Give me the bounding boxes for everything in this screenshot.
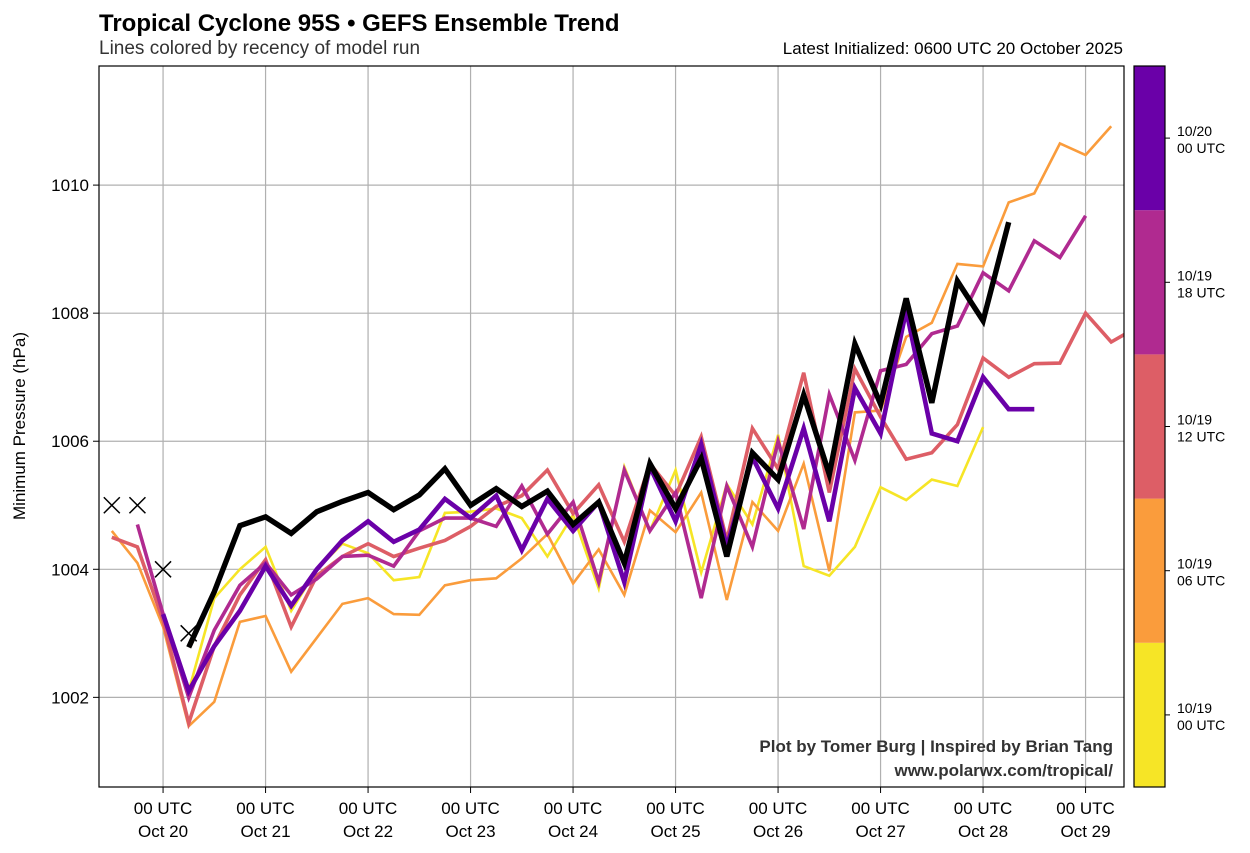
- y-axis-label: Minimum Pressure (hPa): [10, 332, 29, 520]
- x-tick-label-date: Oct 21: [241, 822, 291, 841]
- x-tick-label: 00 UTC: [851, 799, 910, 818]
- series-line-10-19-06-utc: [110, 125, 1113, 729]
- colorbar-label-time: 18 UTC: [1177, 284, 1225, 300]
- series-line-10-20-06-utc: [186, 221, 1012, 649]
- y-tick-label: 1004: [51, 560, 89, 579]
- x-tick-label-date: Oct 27: [856, 822, 906, 841]
- x-tick-label-date: Oct 22: [343, 822, 393, 841]
- colorbar-frame: [1133, 65, 1166, 788]
- colorbar-label-date: 10/19: [1177, 412, 1212, 428]
- colorbar-label-date: 10/19: [1177, 556, 1212, 572]
- x-tick-label: 00 UTC: [954, 799, 1013, 818]
- grid: [99, 66, 1124, 787]
- init-label: Latest Initialized: 0600 UTC 20 October …: [783, 39, 1123, 58]
- x-tick-label-date: Oct 29: [1061, 822, 1111, 841]
- x-tick-label: 00 UTC: [134, 799, 193, 818]
- observed-x-marker: [154, 560, 172, 578]
- credit-line-1: Plot by Tomer Burg | Inspired by Brian T…: [759, 737, 1113, 756]
- plot-frame: [98, 65, 1125, 788]
- colorbar-label-time: 12 UTC: [1177, 429, 1225, 445]
- x-tick-label: 00 UTC: [441, 799, 500, 818]
- y-tick-label: 1010: [51, 176, 89, 195]
- chart-subtitle: Lines colored by recency of model run: [99, 38, 420, 59]
- colorbar-segment: [1134, 66, 1165, 211]
- chart-title: Tropical Cyclone 95S • GEFS Ensemble Tre…: [99, 10, 620, 37]
- x-tick-label-date: Oct 25: [651, 822, 701, 841]
- x-tick-label-date: Oct 23: [446, 822, 496, 841]
- x-tick-label-date: Oct 24: [548, 822, 598, 841]
- series-line-10-19-18-utc: [135, 214, 1088, 703]
- colorbar-segment: [1134, 498, 1165, 643]
- colorbar-label-date: 10/19: [1177, 700, 1212, 716]
- colorbar-label-date: 10/19: [1177, 267, 1212, 283]
- x-tick-label: 00 UTC: [339, 799, 398, 818]
- x-tick-label-date: Oct 26: [753, 822, 803, 841]
- colorbar-label-time: 06 UTC: [1177, 573, 1225, 589]
- colorbar-label-date: 10/20: [1177, 123, 1212, 139]
- x-tick-label: 00 UTC: [1056, 799, 1115, 818]
- colorbar-label-time: 00 UTC: [1177, 717, 1225, 733]
- y-tick-label: 1008: [51, 304, 89, 323]
- x-tick-label: 00 UTC: [544, 799, 603, 818]
- observed-x-marker: [180, 624, 198, 642]
- colorbar-segment: [1134, 642, 1165, 787]
- x-tick-label-date: Oct 28: [958, 822, 1008, 841]
- series-line-10-19-12-utc: [111, 310, 1124, 730]
- colorbar-segment: [1134, 354, 1165, 499]
- x-tick-label: 00 UTC: [749, 799, 808, 818]
- credit-line-2: www.polarwx.com/tropical/: [893, 761, 1113, 780]
- observed-x-marker: [128, 496, 146, 514]
- x-tick-label: 00 UTC: [646, 799, 705, 818]
- colorbar-label-time: 00 UTC: [1177, 140, 1225, 156]
- x-tick-label: 00 UTC: [236, 799, 295, 818]
- observed-x-marker: [103, 496, 121, 514]
- y-axis: 1002 1004 1006 1008 1010: [51, 176, 99, 707]
- x-axis: 00 UTC Oct 20 00 UTC Oct 21 00 UTC Oct 22 00 U…: [134, 787, 1115, 841]
- y-tick-label: 1006: [51, 432, 89, 451]
- observed-markers: [103, 496, 198, 642]
- x-tick-label-date: Oct 20: [138, 822, 188, 841]
- series-lines: [110, 125, 1124, 730]
- y-tick-label: 1002: [51, 688, 89, 707]
- colorbar-segment: [1134, 210, 1165, 355]
